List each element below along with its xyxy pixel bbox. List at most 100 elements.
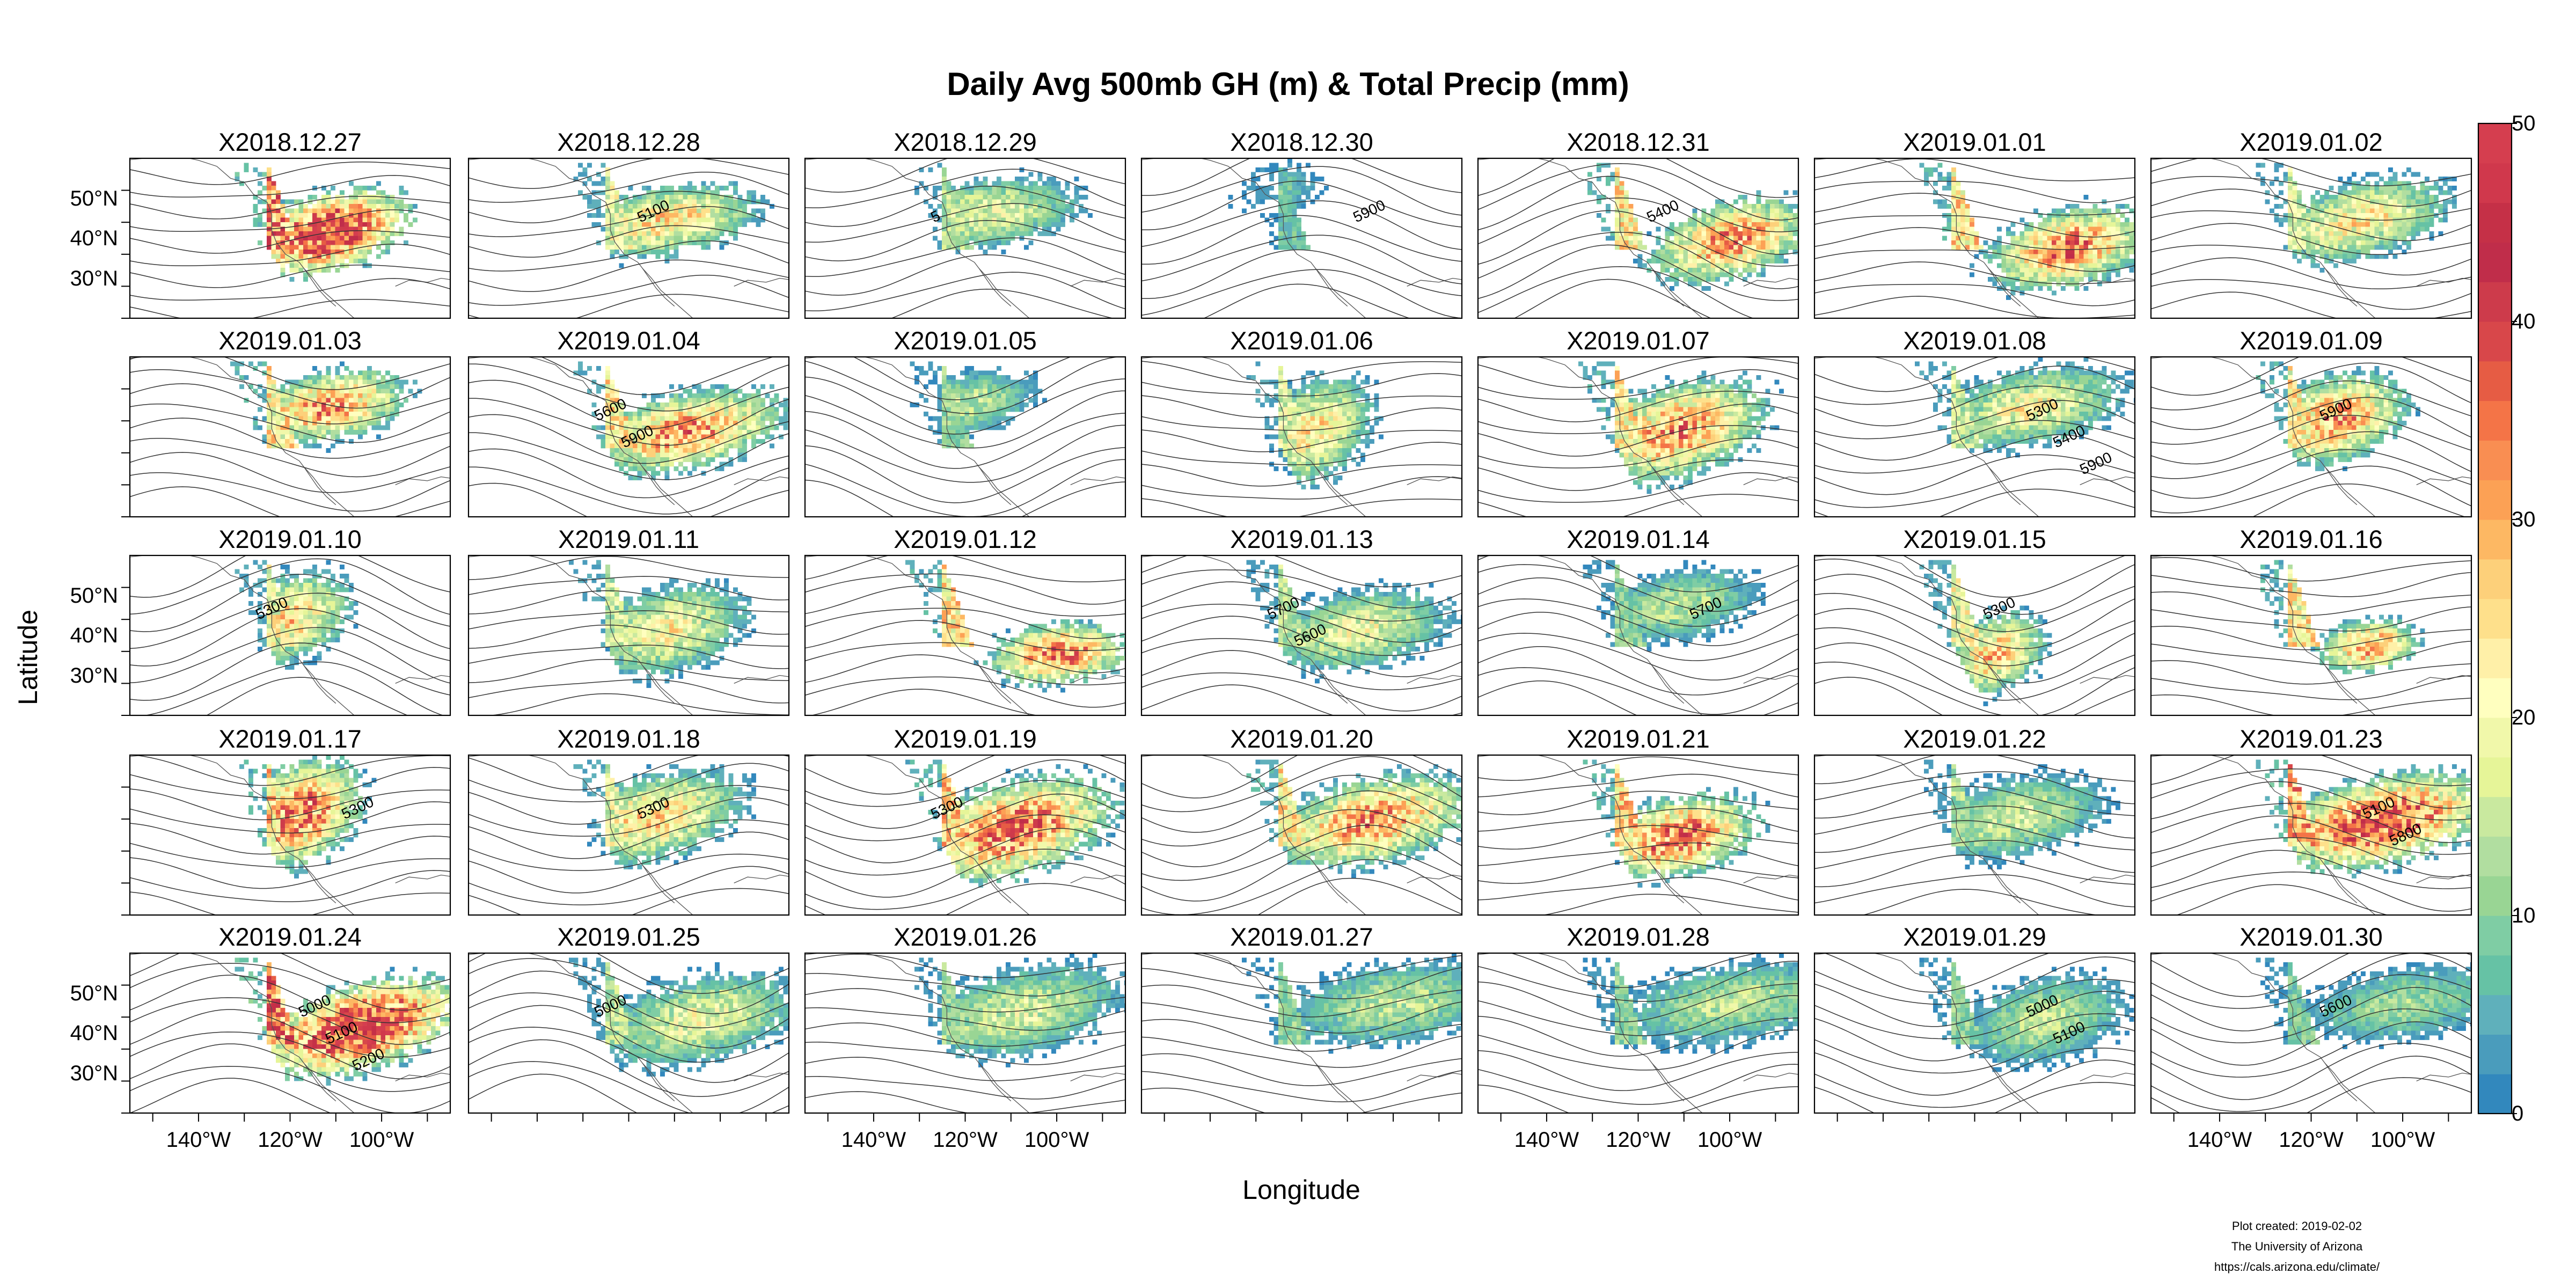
precip-field (1919, 163, 2135, 300)
coastline (2151, 158, 2471, 318)
lon-tick-label: 140°W (166, 1128, 231, 1152)
panel-frame (1140, 157, 1463, 319)
panel-title: X2019.01.04 (557, 326, 700, 355)
precip-field (1583, 953, 1798, 1054)
gh-contours (2151, 357, 2471, 517)
colorbar-step (2478, 242, 2512, 282)
gh-contours (1478, 756, 1798, 915)
colorbar-tick-label: 50 (2512, 112, 2536, 135)
coastline (1814, 555, 2135, 715)
panel-frame (2150, 554, 2472, 716)
precip-field (1246, 361, 1384, 489)
lon-tick-label: 120°W (2279, 1128, 2344, 1152)
gh-contours (1814, 755, 2135, 915)
map-panel (804, 157, 1126, 319)
panel-title: X2019.01.12 (894, 525, 1037, 553)
colorbar-step (2478, 1074, 2512, 1114)
colorbar-step (2478, 321, 2512, 362)
lat-tick-label: 30°N (70, 1061, 118, 1085)
panel-title: X2019.01.21 (1567, 724, 1710, 753)
colorbar-step (2478, 559, 2512, 599)
panel-frame (1140, 356, 1463, 518)
panel-frame (467, 157, 790, 319)
map-panel (121, 157, 451, 319)
panel-title: X2018.12.30 (1230, 128, 1373, 156)
lat-tick-label: 40°N (70, 1021, 118, 1045)
precip-field (2260, 560, 2425, 675)
x-axis-label: Longitude (1242, 1175, 1360, 1205)
precip-field (1228, 158, 1329, 250)
map-panel (1813, 356, 2136, 518)
lon-tick-label: 100°W (1697, 1128, 1762, 1152)
gh-contours (2151, 557, 2471, 715)
colorbar-step (2478, 1034, 2512, 1074)
colorbar-step (2478, 480, 2512, 520)
colorbar-step (2478, 678, 2512, 718)
panel-frame (1140, 554, 1463, 716)
map-panel (1140, 157, 1463, 319)
panel-frame (804, 754, 1126, 916)
panel-frame (129, 356, 451, 518)
precip-field (573, 163, 774, 268)
lat-tick-label: 40°N (70, 226, 118, 250)
panel-frame (804, 157, 1126, 319)
panel-frame (1140, 754, 1463, 916)
colorbar-step (2478, 361, 2512, 401)
panel-frame (804, 356, 1126, 518)
precip-field (230, 361, 422, 453)
gh-contours (2151, 755, 2471, 915)
panel-frame (467, 356, 790, 518)
panel-frame (129, 554, 451, 716)
precip-field (2256, 163, 2457, 273)
colorbar (2477, 122, 2517, 1115)
gh-contours (130, 162, 450, 318)
gh-contours (1478, 158, 1798, 318)
precip-field (1924, 759, 2120, 869)
contour-label: 5900 (1350, 196, 1388, 225)
panel-frame (1477, 356, 1799, 518)
lon-tick-label: 140°W (2187, 1128, 2252, 1152)
panel-frame (1477, 554, 1799, 716)
colorbar-step (2478, 796, 2512, 837)
panel-title: X2019.01.02 (2240, 128, 2383, 156)
colorbar-tick-label: 40 (2512, 310, 2536, 333)
credit-url: https://cals.arizona.edu/climate/ (2214, 1260, 2380, 1274)
contour-label: 5400 (1644, 196, 1681, 225)
map-panel (1140, 356, 1463, 518)
coastline (469, 158, 789, 318)
gh-contours (2151, 953, 2471, 1113)
colorbar-step (2478, 638, 2512, 678)
lon-tick-label: 120°W (933, 1128, 998, 1152)
coastline (2151, 953, 2471, 1113)
precip-field (1242, 953, 1462, 1054)
lon-tick-label: 100°W (349, 1128, 414, 1152)
lat-tick-label: 50°N (70, 583, 118, 608)
map-panel (1813, 952, 2136, 1122)
panel-title: X2019.01.14 (1567, 525, 1710, 553)
map-panel (467, 554, 790, 716)
panel-title: X2019.01.25 (557, 923, 700, 951)
panel-title: X2019.01.05 (894, 326, 1037, 355)
gh-contours (805, 158, 1125, 318)
lat-tick-label: 50°N (70, 981, 118, 1005)
coastline (1814, 953, 2135, 1113)
panel-title: X2019.01.24 (218, 923, 362, 951)
panel-title: X2018.12.27 (218, 128, 362, 156)
map-panel (121, 356, 451, 518)
precip-field (2256, 361, 2420, 471)
precip-field (1246, 759, 1462, 879)
panel-frame (467, 754, 790, 916)
coastline (469, 555, 789, 715)
panel-frame (2150, 754, 2472, 916)
precip-field (905, 759, 1125, 888)
precip-field (2256, 957, 2471, 1049)
colorbar-step (2478, 440, 2512, 480)
panel-frame (1813, 754, 2136, 916)
colorbar-step (2478, 163, 2512, 203)
colorbar-step (2478, 757, 2512, 797)
panel-title: X2019.01.27 (1230, 923, 1373, 951)
lat-tick-label: 30°N (70, 266, 118, 290)
precip-field (1583, 560, 1766, 652)
gh-contours (2151, 158, 2471, 318)
